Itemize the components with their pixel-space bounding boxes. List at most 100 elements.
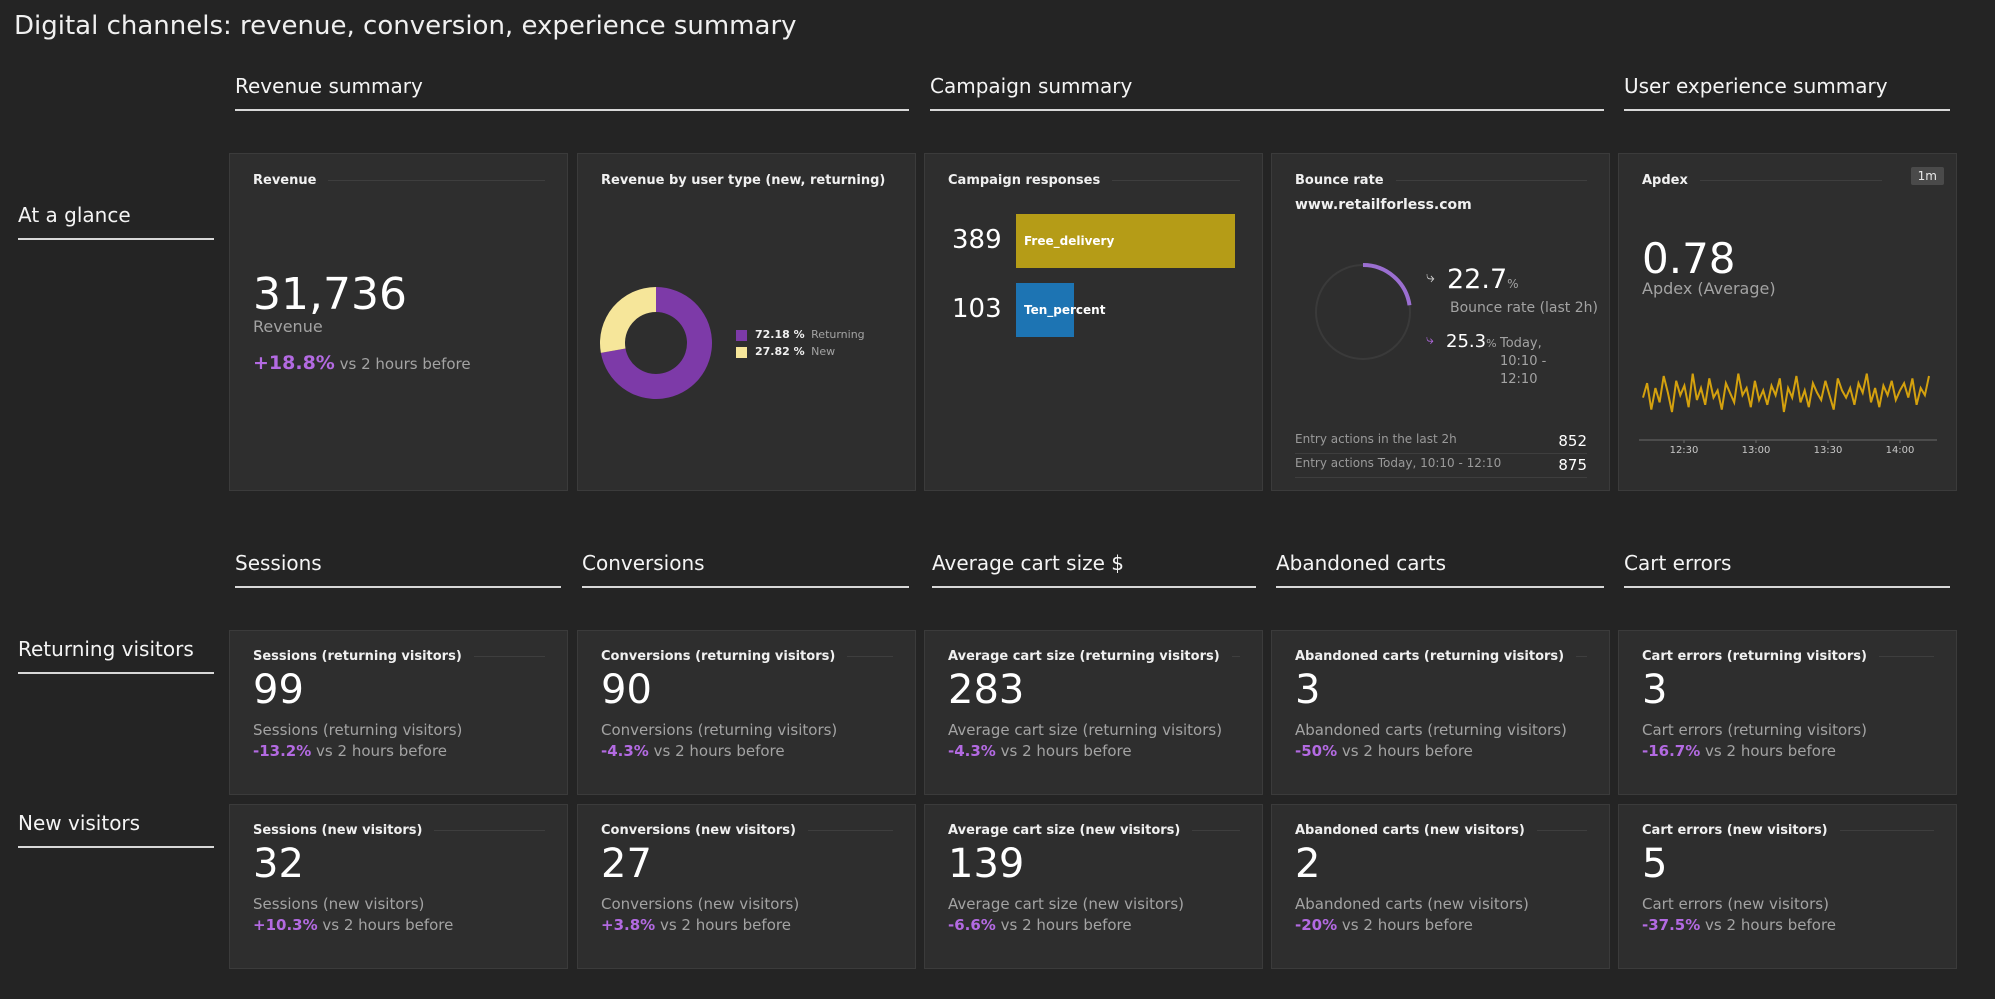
- bounce-today-label: Today, 10:10 -12:10: [1500, 336, 1547, 387]
- bounce-gauge: [1315, 263, 1412, 360]
- tile-title: Conversions (returning visitors): [601, 649, 893, 664]
- metric-value: 99: [253, 667, 304, 713]
- page-title: Digital channels: revenue, conversion, e…: [14, 11, 797, 41]
- user-type-tile[interactable]: Revenue by user type (new, returning) 72…: [577, 153, 916, 491]
- header-cart-errors: Cart errors: [1624, 551, 1950, 588]
- metric-value: 139: [948, 841, 1025, 887]
- metric-label: Conversions (returning visitors): [601, 721, 838, 739]
- header-abandoned-carts: Abandoned carts: [1276, 551, 1604, 588]
- revenue-label: Revenue: [253, 317, 323, 336]
- metric-change: -20% vs 2 hours before: [1295, 916, 1473, 934]
- tile-title: Bounce rate: [1295, 173, 1587, 188]
- revenue-change: +18.8% vs 2 hours before: [253, 352, 471, 374]
- metric-label: Cart errors (returning visitors): [1642, 721, 1867, 739]
- header-avg-cart-size: Average cart size $: [932, 551, 1256, 588]
- tile-title: Conversions (new visitors): [601, 823, 893, 838]
- trend-down-icon: ⤷: [1426, 267, 1435, 286]
- tile-title: Cart errors (new visitors): [1642, 823, 1934, 838]
- metric-change: -4.3% vs 2 hours before: [948, 742, 1132, 760]
- legend-swatch: [736, 329, 747, 341]
- metric-change: -50% vs 2 hours before: [1295, 742, 1473, 760]
- interval-badge[interactable]: 1m: [1910, 167, 1944, 185]
- campaign-bar-free-delivery[interactable]: Free_delivery: [1016, 214, 1235, 268]
- apdex-label: Apdex (Average): [1642, 279, 1776, 298]
- metric-value: 27: [601, 841, 652, 887]
- metric-label: Sessions (new visitors): [253, 895, 425, 913]
- bounce-rate-value: 22.7%: [1447, 264, 1519, 295]
- metric-change: -13.2% vs 2 hours before: [253, 742, 448, 760]
- x-tick-label: 14:00: [1886, 445, 1915, 454]
- bounce-site: www.retailforless.com: [1295, 197, 1472, 213]
- metric-value: 3: [1295, 667, 1321, 713]
- metric-change: -4.3% vs 2 hours before: [601, 742, 785, 760]
- apdex-series-line: [1642, 373, 1930, 413]
- x-tick-label: 13:30: [1814, 445, 1843, 454]
- metric-tile-sessions-ret[interactable]: Sessions (returning visitors) 99 Session…: [229, 630, 568, 795]
- x-tick-label: 12:30: [1670, 445, 1699, 454]
- metric-value: 2: [1295, 841, 1321, 887]
- metric-value: 3: [1642, 667, 1668, 713]
- bounce-rate-tile[interactable]: Bounce rate www.retailforless.com ⤷ 22.7…: [1271, 153, 1610, 491]
- metric-tile-aband-new[interactable]: Abandoned carts (new visitors) 2 Abandon…: [1271, 804, 1610, 969]
- metric-tile-conv-new[interactable]: Conversions (new visitors) 27 Conversion…: [577, 804, 916, 969]
- metric-tile-err-new[interactable]: Cart errors (new visitors) 5 Cart errors…: [1618, 804, 1957, 969]
- metric-value: 90: [601, 667, 652, 713]
- header-conversions: Conversions: [582, 551, 909, 588]
- metric-value: 283: [948, 667, 1025, 713]
- apdex-line-chart[interactable]: 12:30 13:00 13:30 14:00: [1639, 354, 1937, 454]
- metric-tile-err-ret[interactable]: Cart errors (returning visitors) 3 Cart …: [1618, 630, 1957, 795]
- metric-label: Cart errors (new visitors): [1642, 895, 1829, 913]
- tile-title: Abandoned carts (returning visitors): [1295, 649, 1587, 664]
- donut-slice-returning[interactable]: [600, 287, 712, 399]
- tile-title: Apdex: [1642, 173, 1882, 188]
- metric-value: 32: [253, 841, 304, 887]
- header-revenue-summary: Revenue summary: [235, 74, 909, 111]
- metric-value: 5: [1642, 841, 1668, 887]
- tile-title: Abandoned carts (new visitors): [1295, 823, 1587, 838]
- tile-title: Average cart size (new visitors): [948, 823, 1240, 838]
- apdex-value: 0.78: [1642, 234, 1736, 283]
- legend-item-new: 27.82 % New: [736, 343, 865, 360]
- bounce-rate-label: Bounce rate (last 2h): [1450, 300, 1598, 316]
- revenue-tile[interactable]: Revenue 31,736 Revenue +18.8% vs 2 hours…: [229, 153, 568, 491]
- metric-label: Abandoned carts (new visitors): [1295, 895, 1529, 913]
- metric-label: Average cart size (returning visitors): [948, 721, 1223, 739]
- metric-change: -16.7% vs 2 hours before: [1642, 742, 1837, 760]
- metric-change: +10.3% vs 2 hours before: [253, 916, 454, 934]
- donut-legend: 72.18 % Returning 27.82 % New: [736, 326, 865, 360]
- row-label-new-visitors: New visitors: [18, 811, 214, 848]
- metric-tile-cart-new[interactable]: Average cart size (new visitors) 139 Ave…: [924, 804, 1263, 969]
- row-label-at-a-glance: At a glance: [18, 203, 214, 240]
- tile-title: Campaign responses: [948, 173, 1240, 188]
- entry-row: Entry actions in the last 2h 852: [1295, 432, 1587, 454]
- metric-tile-cart-ret[interactable]: Average cart size (returning visitors) 2…: [924, 630, 1263, 795]
- campaign-tile[interactable]: Campaign responses 389 Free_delivery 103…: [924, 153, 1263, 491]
- tile-title: Cart errors (returning visitors): [1642, 649, 1934, 664]
- metric-tile-sessions-new[interactable]: Sessions (new visitors) 32 Sessions (new…: [229, 804, 568, 969]
- header-sessions: Sessions: [235, 551, 561, 588]
- tile-title: Sessions (returning visitors): [253, 649, 545, 664]
- metric-tile-conv-ret[interactable]: Conversions (returning visitors) 90 Conv…: [577, 630, 916, 795]
- header-campaign-summary: Campaign summary: [930, 74, 1604, 111]
- header-ux-summary: User experience summary: [1624, 74, 1950, 111]
- campaign-bar-ten-percent[interactable]: Ten_percent: [1016, 283, 1105, 337]
- campaign-count-ten-percent: 103: [952, 294, 1002, 324]
- metric-change: -6.6% vs 2 hours before: [948, 916, 1132, 934]
- donut-slice-new[interactable]: [600, 287, 656, 353]
- donut-chart[interactable]: [600, 287, 712, 399]
- x-tick-label: 13:00: [1742, 445, 1771, 454]
- entry-row: Entry actions Today, 10:10 - 12:10 875: [1295, 456, 1587, 478]
- legend-item-returning: 72.18 % Returning: [736, 326, 865, 343]
- tile-title: Revenue: [253, 173, 545, 188]
- metric-tile-aband-ret[interactable]: Abandoned carts (returning visitors) 3 A…: [1271, 630, 1610, 795]
- tile-title: Average cart size (returning visitors): [948, 649, 1240, 664]
- metric-change: -37.5% vs 2 hours before: [1642, 916, 1837, 934]
- metric-label: Average cart size (new visitors): [948, 895, 1185, 913]
- bounce-today-value: 25.3%: [1446, 331, 1497, 352]
- metric-label: Conversions (new visitors): [601, 895, 800, 913]
- metric-change: +3.8% vs 2 hours before: [601, 916, 791, 934]
- revenue-value: 31,736: [253, 269, 407, 320]
- apdex-tile[interactable]: Apdex 1m 0.78 Apdex (Average) 12:30 13:00…: [1618, 153, 1957, 491]
- tile-title: Sessions (new visitors): [253, 823, 545, 838]
- row-label-returning-visitors: Returning visitors: [18, 637, 214, 674]
